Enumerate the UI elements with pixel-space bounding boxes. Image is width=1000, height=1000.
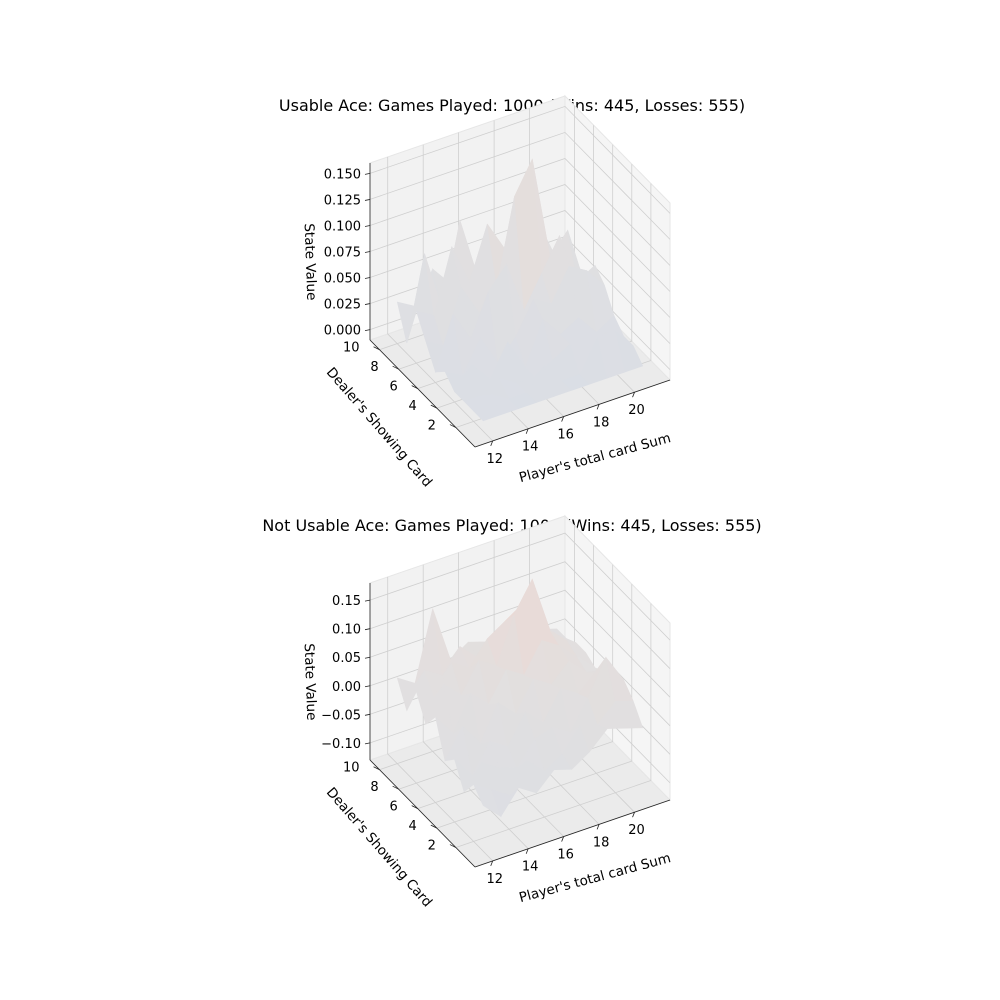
x-axis-line <box>474 799 671 868</box>
grid-line-z <box>369 561 671 669</box>
x-tick-label: 12 <box>486 872 503 887</box>
x-axis-line <box>474 379 671 448</box>
x-tick-label: 16 <box>557 848 574 863</box>
z-tick-mark <box>364 742 371 745</box>
x-tick-mark <box>632 392 635 398</box>
z-axis-label: State Value <box>301 223 320 301</box>
x-tick-mark <box>525 848 529 854</box>
y-tick-mark <box>449 844 457 848</box>
z-tick-label: 0.10 <box>332 623 361 638</box>
y-tick-label: 10 <box>343 761 360 776</box>
y-tick-label: 10 <box>343 341 360 356</box>
x-tick-mark <box>490 860 494 867</box>
z-tick-mark <box>364 656 371 659</box>
y-tick-mark <box>411 805 418 809</box>
y-tick-mark <box>411 385 418 389</box>
x-tick-mark <box>561 416 565 422</box>
y-tick-label: 8 <box>370 780 378 795</box>
z-tick-label: −0.05 <box>321 708 361 723</box>
y-tick-label: 2 <box>428 839 436 854</box>
x-tick-label: 14 <box>522 860 539 875</box>
z-tick-label: 0.150 <box>324 167 361 182</box>
x-tick-label: 18 <box>593 415 610 430</box>
x-tick-mark <box>596 824 600 830</box>
z-tick-mark <box>364 277 371 279</box>
grid-line-z <box>369 532 671 641</box>
x-tick-mark <box>561 836 565 842</box>
z-tick-label: 0.15 <box>332 594 361 609</box>
x-tick-label: 12 <box>486 452 503 467</box>
x-tick-label: 14 <box>522 440 539 455</box>
z-tick-mark <box>364 713 371 716</box>
z-axis-label: State Value <box>301 643 320 721</box>
y-tick-mark <box>373 346 380 351</box>
grid-line-z <box>369 158 671 266</box>
z-tick-mark <box>364 628 371 631</box>
z-tick-mark <box>364 173 371 175</box>
y-tick-label: 4 <box>409 819 417 834</box>
x-tick-label: 18 <box>593 835 610 850</box>
y-tick-label: 2 <box>428 419 436 434</box>
surface-patch <box>615 330 644 373</box>
y-tick-mark <box>392 785 399 790</box>
grid-line-x <box>387 576 493 862</box>
z-tick-mark <box>364 225 371 227</box>
x-tick-mark <box>596 404 600 410</box>
z-tick-label: 0.075 <box>324 246 361 261</box>
surface <box>396 158 644 422</box>
z-tick-mark <box>364 599 371 602</box>
z-tick-label: 0.000 <box>324 324 361 339</box>
x-tick-label: 16 <box>557 428 574 443</box>
y-tick-mark <box>430 404 437 409</box>
grid-line-x <box>387 156 493 442</box>
y-tick-label: 8 <box>370 360 378 375</box>
x-tick-mark <box>525 428 529 434</box>
z-tick-label: 0.100 <box>324 219 361 234</box>
z-tick-label: 0.00 <box>332 680 361 695</box>
x-tick-mark <box>490 440 494 447</box>
subplot-not-usable-ace: Not Usable Ace: Games Played: 1000 (Wins… <box>262 514 762 910</box>
z-tick-label: 0.025 <box>324 298 361 313</box>
grid-line-x <box>422 564 529 849</box>
z-tick-mark <box>364 685 371 688</box>
grid-line-z <box>369 210 671 318</box>
y-tick-label: 6 <box>389 800 397 815</box>
z-tick-mark <box>364 251 371 253</box>
y-tick-mark <box>430 824 437 829</box>
y-tick-mark <box>373 766 380 771</box>
z-tick-label: 0.050 <box>324 272 361 287</box>
z-tick-label: 0.05 <box>332 651 361 666</box>
grid-line-z <box>369 131 671 240</box>
grid-line-z <box>369 105 671 214</box>
z-tick-mark <box>364 329 371 331</box>
surface-patch <box>615 700 644 729</box>
y-tick-mark <box>392 365 399 370</box>
z-tick-mark <box>364 199 371 201</box>
z-tick-mark <box>364 303 371 305</box>
y-axis-line <box>369 759 476 868</box>
x-tick-label: 20 <box>628 823 645 838</box>
y-tick-label: 6 <box>389 380 397 395</box>
y-tick-mark <box>449 424 457 428</box>
z-tick-label: −0.10 <box>321 737 361 752</box>
surface <box>396 578 644 818</box>
y-tick-label: 4 <box>409 399 417 414</box>
chart-title: Not Usable Ace: Games Played: 1000 (Wins… <box>262 516 761 535</box>
grid-line-y <box>455 603 652 848</box>
x-tick-mark <box>632 812 635 818</box>
z-tick-label: 0.125 <box>324 193 361 208</box>
y-axis-line <box>369 339 476 448</box>
x-tick-label: 20 <box>628 403 645 418</box>
chart-title: Usable Ace: Games Played: 1000 (Wins: 44… <box>279 96 745 115</box>
grid-line-z <box>369 184 671 292</box>
